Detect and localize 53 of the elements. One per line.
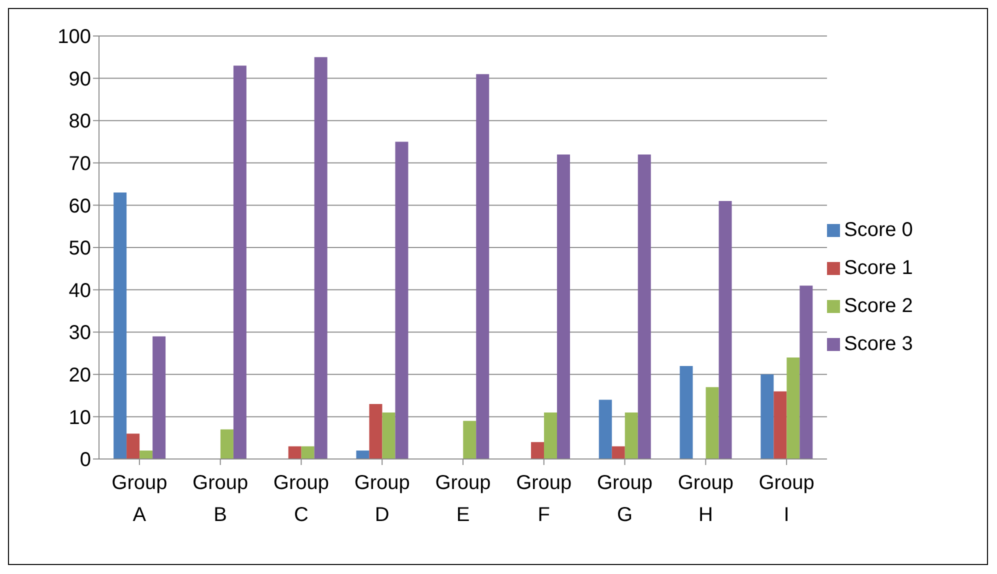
y-tick-label: 80 [68, 110, 91, 133]
bar [395, 142, 408, 459]
x-tick-label: Group D [354, 472, 410, 526]
bar [638, 154, 651, 459]
bar [557, 154, 570, 459]
legend-label: Score 1 [844, 256, 913, 278]
bar [598, 400, 612, 459]
y-tick-label: 60 [68, 195, 91, 218]
x-tick-label: Group G [596, 472, 653, 526]
bar [233, 66, 246, 459]
bar [706, 387, 719, 459]
bar [544, 412, 558, 459]
bar [220, 429, 234, 459]
y-tick-label: 50 [68, 238, 91, 260]
x-tick-label: Group I [758, 472, 814, 526]
bar [126, 434, 140, 459]
bar [800, 286, 813, 459]
bar [718, 200, 732, 459]
bar [786, 357, 800, 459]
legend-label: Score 2 [844, 294, 913, 316]
x-tick-label: Group H [678, 472, 734, 526]
bar [612, 446, 625, 459]
bar [288, 446, 302, 459]
x-tick-label: Group F [516, 472, 572, 526]
bar [114, 192, 127, 459]
y-tick-label: 30 [68, 322, 91, 344]
y-tick-label: 90 [68, 68, 91, 90]
x-tick-label: Group A [112, 472, 168, 526]
bar [314, 57, 328, 459]
bar [624, 412, 638, 459]
y-tick-label: 70 [68, 153, 91, 175]
legend-label: Score 3 [844, 332, 913, 354]
y-tick-label: 20 [68, 364, 91, 386]
bar [476, 74, 490, 459]
bar [774, 391, 787, 459]
bar [301, 446, 314, 459]
x-tick-label: Group C [273, 472, 330, 526]
y-tick-label: 10 [68, 406, 91, 429]
y-tick-label: 0 [80, 449, 91, 472]
bar [463, 420, 476, 459]
bar [531, 442, 544, 459]
bar [760, 374, 774, 459]
bar [152, 336, 166, 459]
legend-label: Score 0 [844, 218, 913, 240]
y-tick-label: 100 [58, 26, 91, 48]
y-tick-label: 40 [68, 280, 91, 302]
bar [680, 366, 693, 459]
bar [369, 404, 382, 459]
bar [140, 450, 153, 459]
bar [382, 412, 396, 459]
x-tick-label: Group E [435, 472, 491, 526]
bar [356, 450, 370, 459]
x-tick-label: Group B [192, 472, 248, 526]
